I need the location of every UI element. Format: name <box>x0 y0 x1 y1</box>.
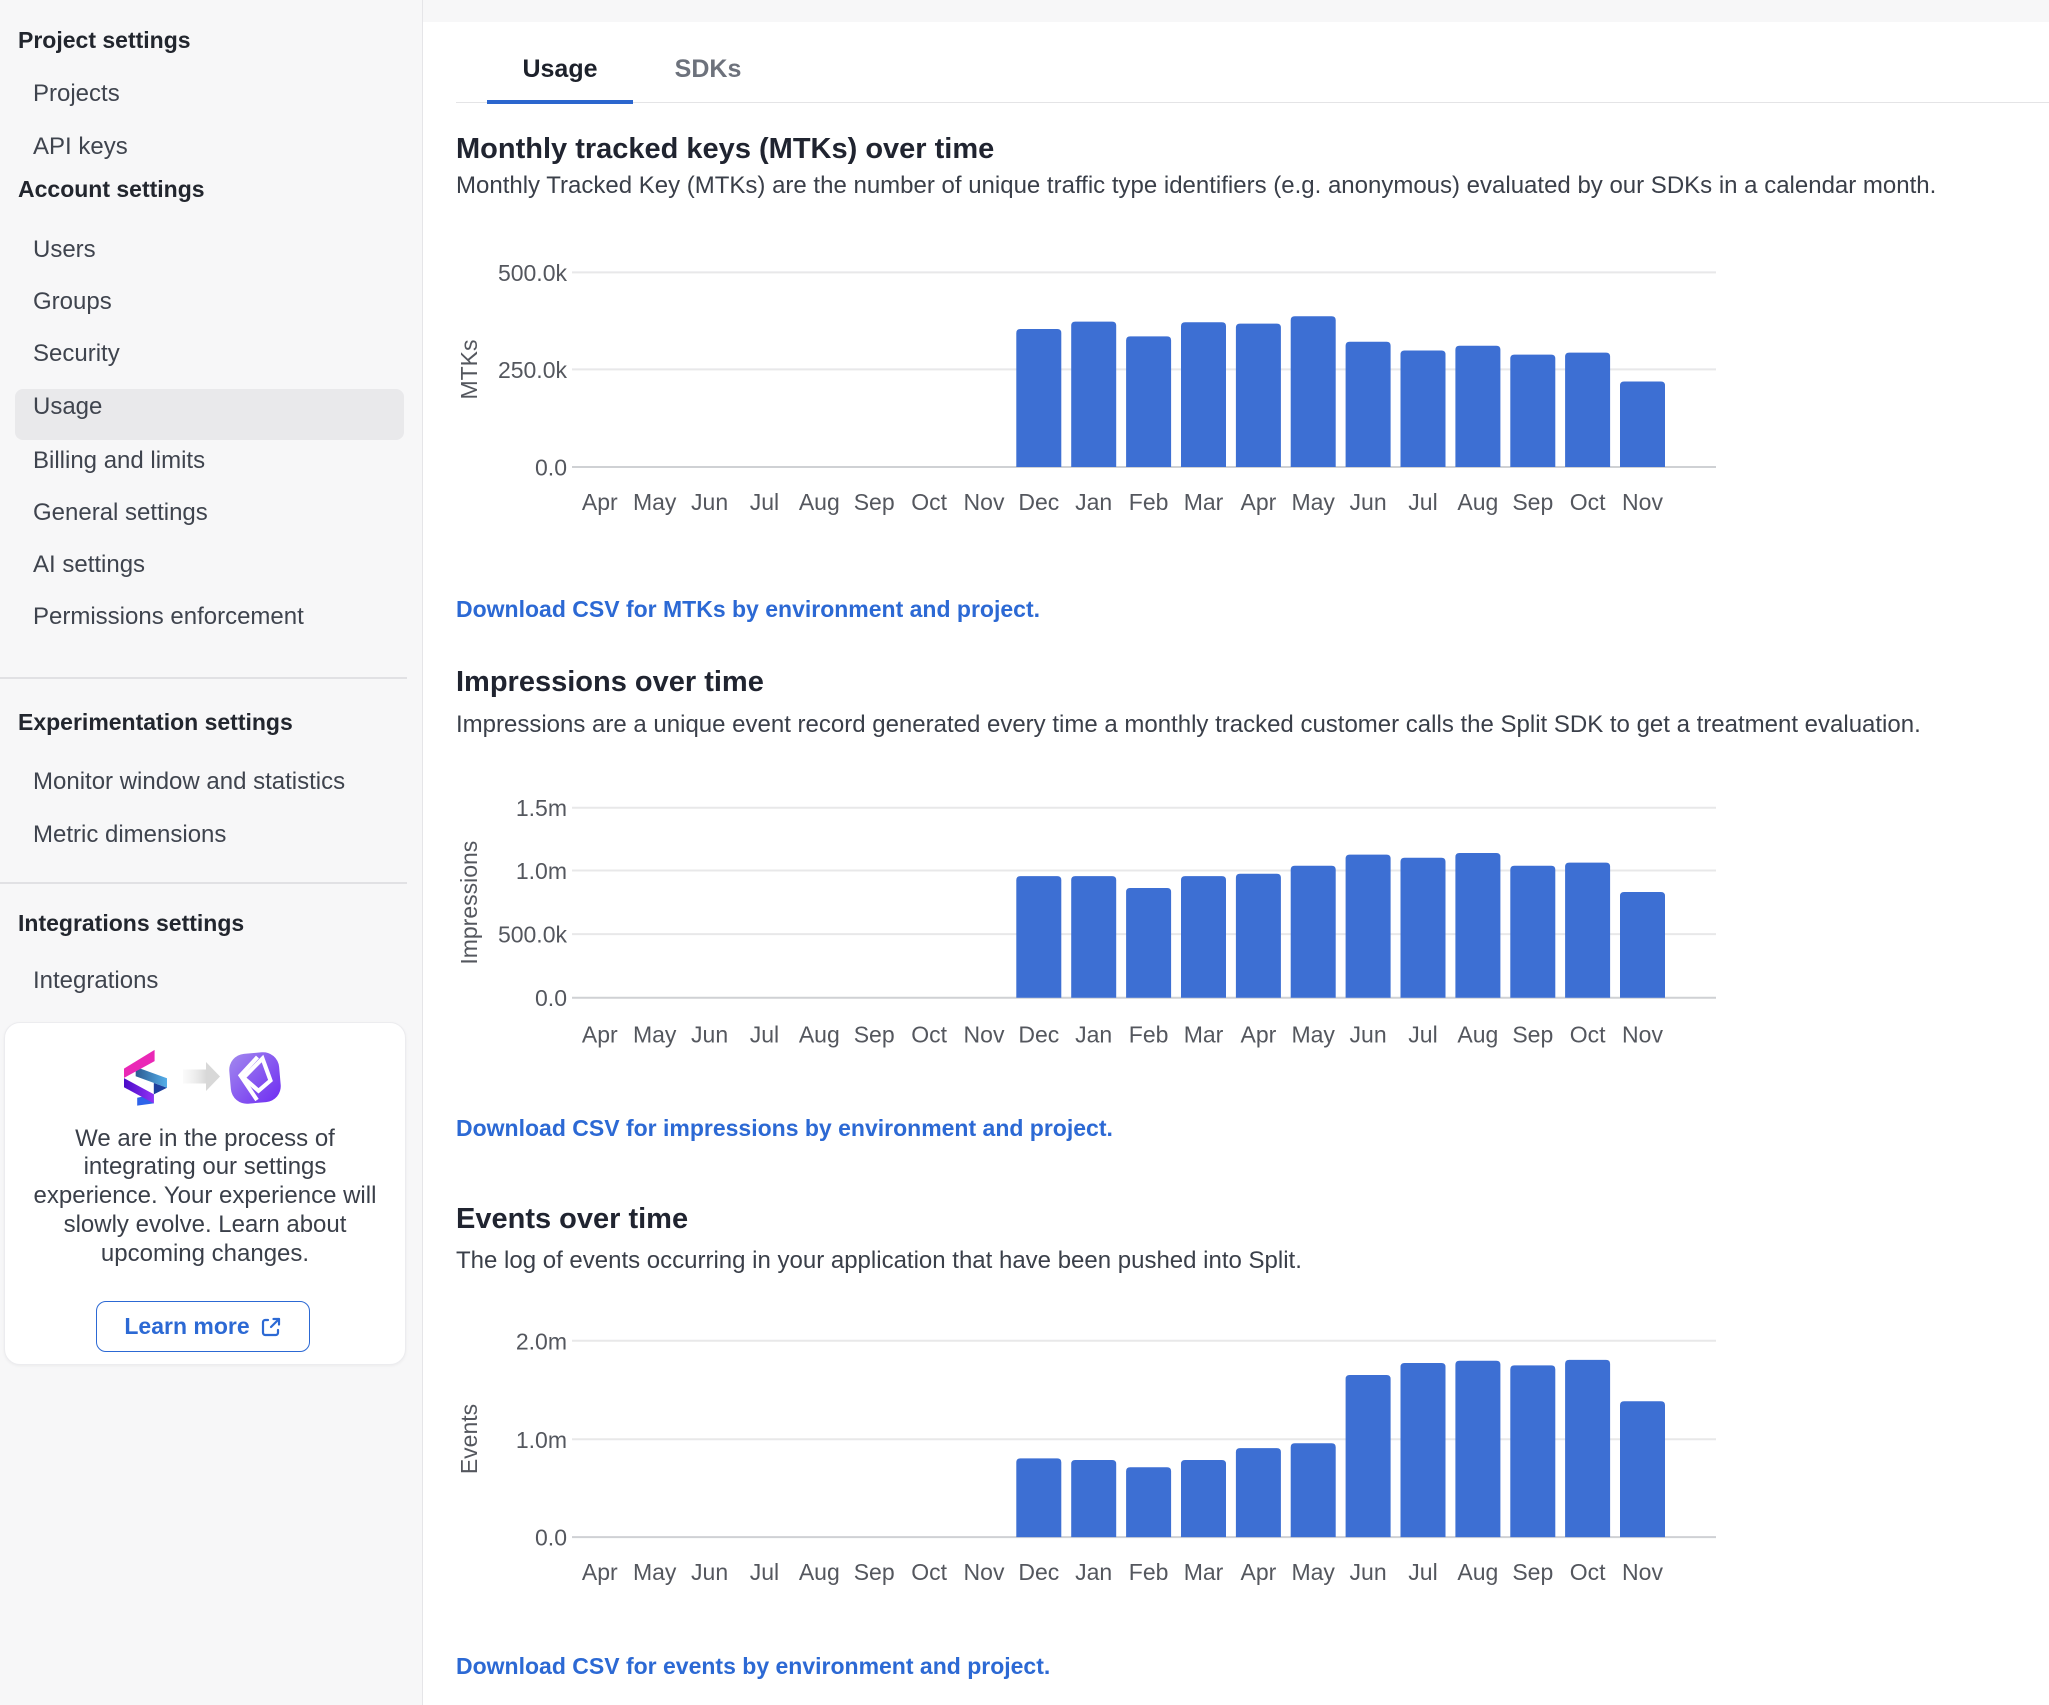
svg-text:Mar: Mar <box>1184 1559 1224 1585</box>
svg-text:Nov: Nov <box>964 489 1005 515</box>
svg-text:Sep: Sep <box>854 1021 895 1047</box>
svg-text:Mar: Mar <box>1184 489 1224 515</box>
svg-text:Jun: Jun <box>691 1559 728 1585</box>
svg-text:Jun: Jun <box>691 489 728 515</box>
svg-text:Events: Events <box>456 1404 482 1474</box>
svg-text:Oct: Oct <box>1570 489 1606 515</box>
svg-text:Jan: Jan <box>1075 1559 1112 1585</box>
svg-text:1.0m: 1.0m <box>516 858 567 884</box>
svg-text:May: May <box>633 1559 677 1585</box>
svg-text:May: May <box>1291 1021 1335 1047</box>
svg-text:Dec: Dec <box>1018 1559 1059 1585</box>
svg-text:Nov: Nov <box>964 1021 1005 1047</box>
svg-text:May: May <box>1291 1559 1335 1585</box>
svg-text:Jul: Jul <box>750 1559 779 1585</box>
svg-text:Nov: Nov <box>1622 489 1663 515</box>
svg-text:Sep: Sep <box>854 1559 895 1585</box>
svg-text:Jul: Jul <box>1408 1021 1437 1047</box>
svg-text:Apr: Apr <box>582 489 618 515</box>
svg-text:Nov: Nov <box>1622 1021 1663 1047</box>
svg-text:Jan: Jan <box>1075 1021 1112 1047</box>
svg-text:500.0k: 500.0k <box>498 922 568 948</box>
svg-text:Sep: Sep <box>1512 1021 1553 1047</box>
svg-text:Jul: Jul <box>750 489 779 515</box>
svg-text:Jan: Jan <box>1075 489 1112 515</box>
svg-text:1.5m: 1.5m <box>516 795 567 821</box>
svg-text:Nov: Nov <box>1622 1559 1663 1585</box>
svg-text:Aug: Aug <box>799 1021 840 1047</box>
svg-text:0.0: 0.0 <box>535 1525 567 1551</box>
svg-text:Aug: Aug <box>799 489 840 515</box>
svg-text:Jun: Jun <box>1350 1559 1387 1585</box>
svg-text:Apr: Apr <box>1241 1021 1277 1047</box>
svg-text:Impressions: Impressions <box>456 841 482 965</box>
svg-text:Feb: Feb <box>1129 1021 1169 1047</box>
svg-text:Nov: Nov <box>964 1559 1005 1585</box>
svg-text:Apr: Apr <box>1241 1559 1277 1585</box>
svg-text:Oct: Oct <box>1570 1559 1606 1585</box>
svg-text:Oct: Oct <box>911 489 947 515</box>
svg-text:Oct: Oct <box>911 1559 947 1585</box>
svg-text:Dec: Dec <box>1018 1021 1059 1047</box>
svg-text:Aug: Aug <box>1457 1021 1498 1047</box>
svg-text:Apr: Apr <box>582 1021 618 1047</box>
svg-text:Jul: Jul <box>1408 489 1437 515</box>
svg-text:Sep: Sep <box>1512 1559 1553 1585</box>
svg-text:Jun: Jun <box>1350 489 1387 515</box>
svg-text:Apr: Apr <box>1241 489 1277 515</box>
svg-text:May: May <box>633 489 677 515</box>
svg-text:Apr: Apr <box>582 1559 618 1585</box>
svg-text:500.0k: 500.0k <box>498 260 568 286</box>
svg-text:1.0m: 1.0m <box>516 1427 567 1453</box>
svg-text:Sep: Sep <box>1512 489 1553 515</box>
svg-text:0.0: 0.0 <box>535 455 567 481</box>
svg-text:Oct: Oct <box>911 1021 947 1047</box>
svg-text:Aug: Aug <box>1457 1559 1498 1585</box>
svg-text:May: May <box>1291 489 1335 515</box>
svg-text:Jul: Jul <box>1408 1559 1437 1585</box>
svg-text:2.0m: 2.0m <box>516 1328 567 1354</box>
svg-text:Jun: Jun <box>1350 1021 1387 1047</box>
svg-text:250.0k: 250.0k <box>498 357 568 383</box>
svg-text:May: May <box>633 1021 677 1047</box>
svg-text:Jul: Jul <box>750 1021 779 1047</box>
svg-text:Aug: Aug <box>799 1559 840 1585</box>
svg-text:Jun: Jun <box>691 1021 728 1047</box>
svg-text:Dec: Dec <box>1018 489 1059 515</box>
svg-text:Aug: Aug <box>1457 489 1498 515</box>
svg-text:Oct: Oct <box>1570 1021 1606 1047</box>
svg-text:Feb: Feb <box>1129 1559 1169 1585</box>
svg-text:MTKs: MTKs <box>456 339 482 399</box>
svg-text:Sep: Sep <box>854 489 895 515</box>
svg-text:Feb: Feb <box>1129 489 1169 515</box>
svg-text:0.0: 0.0 <box>535 985 567 1011</box>
svg-text:Mar: Mar <box>1184 1021 1224 1047</box>
